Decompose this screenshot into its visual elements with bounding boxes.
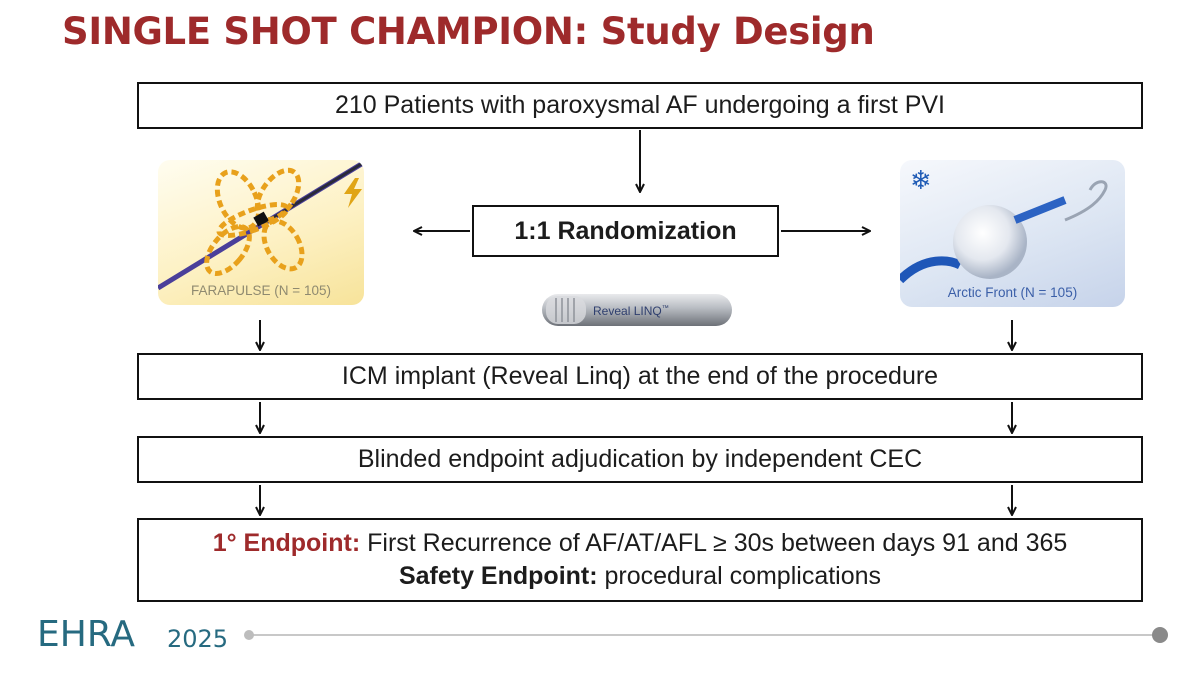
- primary-endpoint-text: First Recurrence of AF/AT/AFL ≥ 30s betw…: [360, 529, 1068, 557]
- farapulse-catheter-image: [158, 160, 364, 291]
- safety-endpoint-text: procedural complications: [597, 562, 882, 590]
- population-text: 210 Patients with paroxysmal AF undergoi…: [334, 91, 946, 119]
- ehra-year: 2025: [167, 625, 229, 653]
- farapulse-panel: FARAPULSE (N = 105): [158, 160, 364, 305]
- arctic-front-panel: ❄ Arctic Front (N = 105): [900, 160, 1125, 307]
- farapulse-label: FARAPULSE (N = 105): [191, 283, 331, 298]
- icm-box: ICM implant (Reveal Linq) at the end of …: [137, 353, 1143, 400]
- population-box: 210 Patients with paroxysmal AF undergoi…: [137, 82, 1143, 129]
- slide-title: SINGLE SHOT CHAMPION: Study Design: [62, 10, 875, 53]
- arctic-front-catheter-image: [900, 180, 1108, 284]
- arctic-front-label: Arctic Front (N = 105): [947, 285, 1078, 300]
- device-trademark: ™: [662, 305, 669, 312]
- ehra-logo: EHRA: [37, 614, 135, 655]
- device-label-text: Reveal LINQ™: [593, 304, 669, 318]
- randomization-text: 1:1 Randomization: [514, 216, 737, 245]
- safety-endpoint-label: Safety Endpoint:: [398, 562, 598, 590]
- primary-endpoint-line: 1° Endpoint: First Recurrence of AF/AT/A…: [213, 527, 1068, 560]
- reveal-linq-device-image: Reveal LINQ™: [542, 294, 732, 326]
- blinded-text: Blinded endpoint adjudication by indepen…: [357, 445, 923, 473]
- endpoints-box: 1° Endpoint: First Recurrence of AF/AT/A…: [137, 518, 1143, 602]
- lightning-icon: [344, 178, 362, 208]
- device-label: Reveal LINQ: [593, 304, 662, 318]
- snowflake-icon: ❄: [910, 166, 932, 196]
- randomization-box: 1:1 Randomization: [472, 205, 779, 257]
- icm-text: ICM implant (Reveal Linq) at the end of …: [341, 362, 939, 390]
- footer-dot-right: [1152, 627, 1168, 643]
- safety-endpoint-line: Safety Endpoint: procedural complication…: [399, 560, 881, 593]
- blinded-box: Blinded endpoint adjudication by indepen…: [137, 436, 1143, 483]
- footer-dot-left: [244, 630, 254, 640]
- primary-endpoint-label: 1° Endpoint:: [212, 529, 361, 557]
